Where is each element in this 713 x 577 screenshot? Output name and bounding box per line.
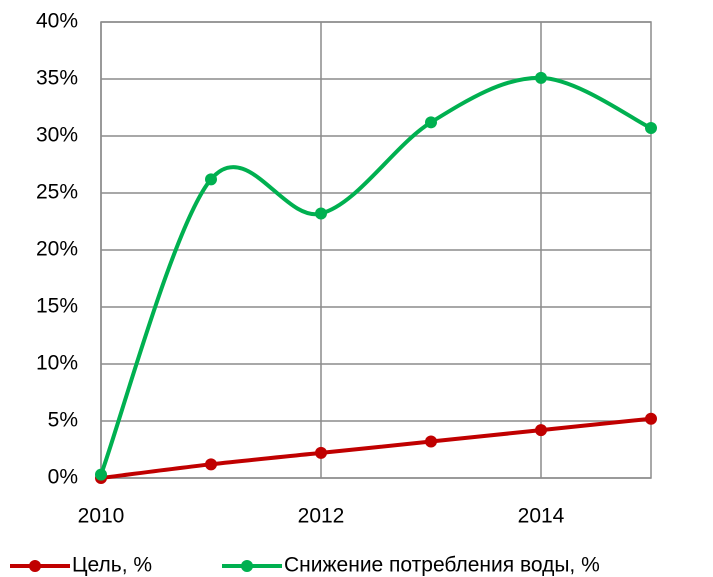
legend-marker — [241, 560, 253, 572]
data-point — [645, 412, 657, 425]
data-point — [315, 446, 327, 459]
y-tick-label: 15% — [36, 295, 78, 318]
x-tick-label: 2014 — [518, 505, 565, 528]
data-point — [535, 424, 547, 437]
legend-marker — [29, 560, 41, 572]
series-line — [99, 75, 652, 476]
y-tick-label: 0% — [48, 466, 78, 489]
series-line — [100, 416, 652, 480]
y-tick-label: 40% — [36, 10, 78, 33]
y-tick-label: 35% — [36, 67, 78, 90]
data-point — [535, 71, 547, 84]
y-tick-label: 30% — [36, 124, 78, 147]
y-tick-label: 5% — [48, 409, 78, 432]
y-tick-label: 20% — [36, 238, 78, 261]
legend-label: Цель, % — [72, 554, 152, 577]
x-tick-label: 2012 — [298, 505, 345, 528]
legend-label: Снижение потребления воды, % — [284, 554, 600, 577]
y-tick-label: 10% — [36, 352, 78, 375]
y-tick-label: 25% — [36, 181, 78, 204]
data-point — [205, 458, 217, 471]
data-point — [205, 173, 217, 186]
x-tick-label: 2010 — [78, 505, 125, 528]
data-point — [95, 468, 107, 481]
data-point — [645, 122, 657, 135]
data-point — [315, 207, 327, 220]
data-point — [425, 435, 437, 448]
data-point — [425, 116, 437, 129]
